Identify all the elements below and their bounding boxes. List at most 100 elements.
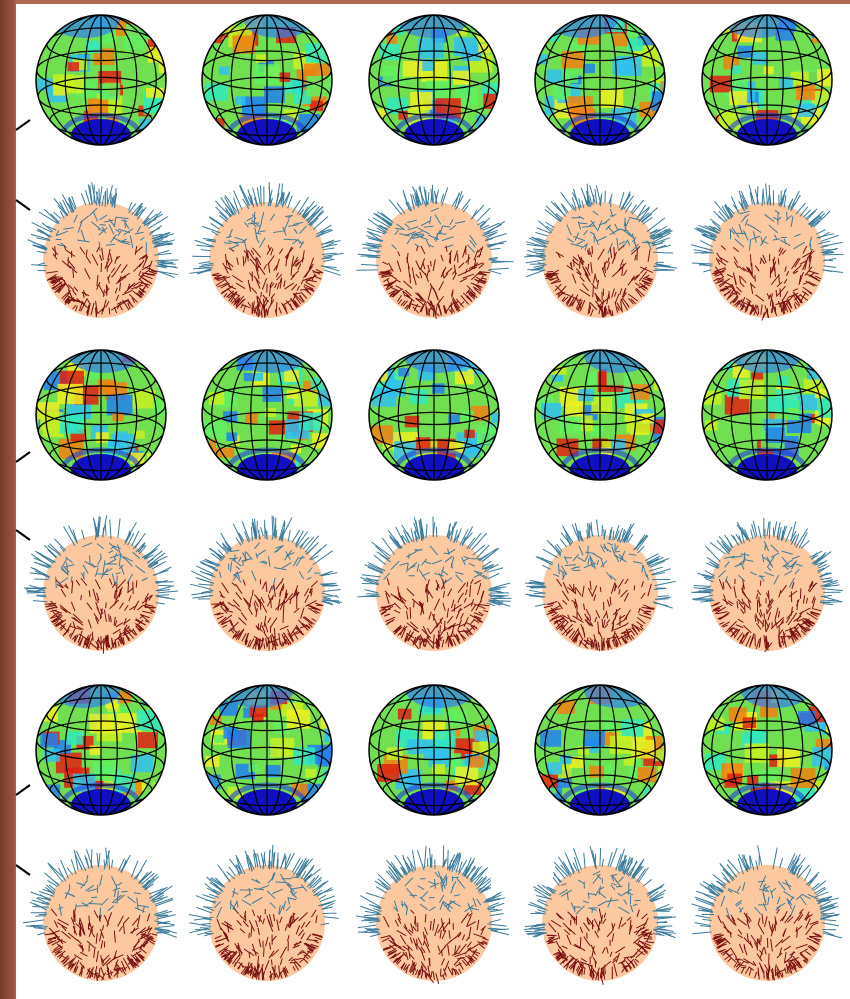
field-line [282, 517, 292, 537]
field-line [158, 271, 175, 278]
map-sphere [702, 672, 850, 825]
patch [731, 65, 741, 73]
patch [498, 435, 521, 454]
patch [830, 736, 850, 752]
field-line [823, 242, 843, 246]
field-sphere [356, 185, 513, 319]
sphere-surface [369, 2, 519, 155]
field-line [364, 590, 377, 593]
patch [162, 367, 186, 387]
field-line [701, 253, 712, 254]
patch [560, 416, 581, 433]
patch [453, 71, 471, 85]
field-line [452, 526, 453, 538]
patch [226, 433, 237, 442]
patch [827, 685, 841, 696]
field-line [362, 575, 381, 577]
field-line [654, 581, 675, 585]
field-line [526, 270, 545, 277]
patch [410, 92, 432, 110]
field-line [320, 896, 335, 902]
patch [791, 768, 816, 788]
top-cap [740, 672, 810, 708]
field-line [158, 926, 174, 928]
field-line [694, 586, 711, 587]
field-line [99, 853, 100, 866]
field-line [264, 948, 265, 957]
top-cap [50, 672, 120, 708]
field-line [99, 242, 100, 251]
patch [96, 432, 109, 442]
field-line [323, 590, 341, 592]
field-line [74, 909, 75, 918]
field-line [210, 218, 224, 227]
patch [664, 743, 683, 758]
field-line [158, 585, 174, 586]
field-line [48, 863, 65, 879]
patch [88, 99, 108, 115]
patch [584, 730, 605, 746]
field-line [35, 916, 46, 917]
field-line [157, 596, 176, 599]
field-line [451, 640, 452, 646]
field-line [604, 529, 605, 539]
patch [326, 451, 340, 462]
field-line [561, 192, 574, 210]
patch [408, 739, 427, 754]
field-line [189, 915, 211, 919]
field-line [823, 270, 831, 271]
field-line [584, 853, 585, 869]
field-line [224, 243, 231, 244]
field-line [196, 896, 216, 904]
patch [66, 731, 83, 744]
patch [416, 437, 431, 449]
patch [644, 787, 670, 807]
map-sphere [702, 2, 846, 155]
patch [558, 700, 575, 714]
sphere-surface [702, 672, 850, 825]
field-line [105, 524, 106, 535]
patch [711, 24, 721, 32]
field-line [765, 620, 766, 632]
patch [494, 115, 519, 135]
field-line [489, 268, 509, 269]
field-line [261, 527, 264, 536]
field-line [733, 536, 737, 544]
field-line [324, 917, 339, 919]
map-sphere [36, 672, 188, 825]
field-line [358, 925, 377, 928]
map-sphere [535, 672, 688, 825]
patch [660, 28, 670, 36]
field-line [434, 634, 435, 643]
field-line [73, 269, 74, 278]
field-line [534, 251, 544, 252]
patch [656, 708, 669, 718]
sphere-surface [202, 2, 340, 155]
field-sphere [356, 845, 509, 983]
field-line [779, 274, 780, 283]
patch [713, 23, 727, 34]
patch [405, 416, 419, 428]
patch [160, 36, 178, 50]
field-line [632, 200, 644, 214]
sphere-body [43, 535, 159, 651]
map-sphere [535, 2, 681, 155]
sphere-surface [36, 2, 178, 155]
field-line [796, 203, 805, 214]
patch [470, 17, 484, 28]
field-line [642, 242, 651, 243]
field-line [563, 526, 572, 544]
field-line [471, 205, 484, 220]
field-line [444, 621, 445, 631]
field-line [117, 575, 118, 584]
patch [659, 355, 682, 373]
patch [817, 69, 839, 87]
field-line [298, 859, 312, 876]
field-line [290, 962, 298, 963]
field-line [742, 585, 743, 593]
field-line [264, 299, 265, 307]
field-sphere [524, 846, 676, 985]
field-line [753, 521, 757, 537]
sphere-surface [535, 2, 681, 155]
patch [829, 370, 850, 390]
